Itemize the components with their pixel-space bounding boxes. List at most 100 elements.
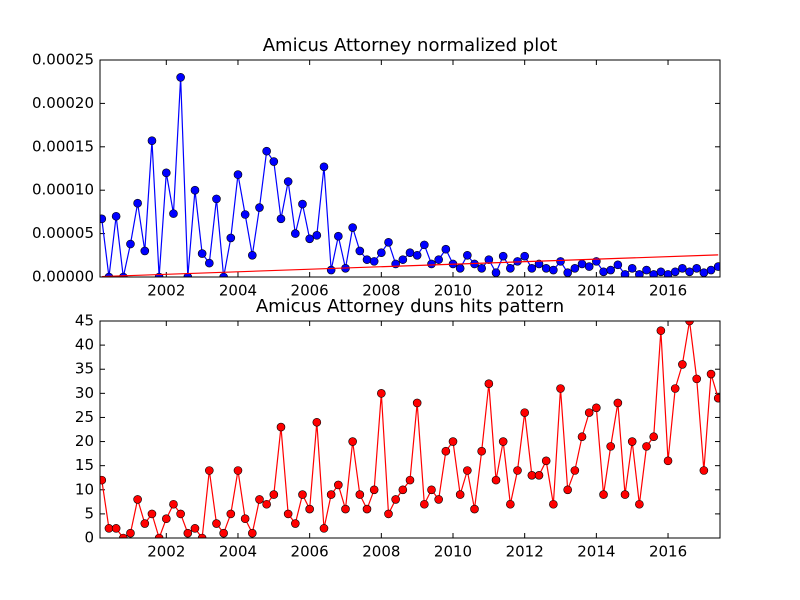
point — [326, 490, 336, 499]
point — [162, 514, 171, 524]
y-tick-label: 35 — [75, 360, 94, 378]
point — [470, 504, 479, 514]
point — [334, 480, 343, 490]
point — [384, 237, 393, 247]
point — [713, 262, 720, 271]
point — [491, 475, 501, 485]
point — [441, 446, 451, 456]
point — [699, 268, 709, 277]
point — [685, 321, 694, 326]
point — [355, 490, 365, 499]
point — [212, 519, 221, 528]
point — [369, 257, 379, 266]
point — [341, 504, 350, 514]
point — [190, 524, 200, 533]
point — [563, 485, 572, 495]
point — [334, 231, 343, 241]
point — [319, 524, 329, 533]
point — [212, 194, 221, 204]
point — [613, 260, 623, 270]
point — [326, 265, 336, 275]
y-tick-label: 0.00020 — [32, 94, 94, 112]
point — [140, 519, 150, 528]
point — [233, 170, 243, 179]
point — [498, 437, 508, 446]
y-tick-label: 20 — [75, 432, 94, 450]
point — [685, 267, 694, 277]
x-tick-label: 2008 — [362, 282, 400, 300]
point — [606, 265, 615, 275]
point — [663, 456, 673, 466]
x-tick-label: 2016 — [649, 282, 687, 300]
point — [126, 239, 135, 249]
x-tick-label: 2010 — [434, 282, 472, 300]
point — [713, 393, 720, 403]
point — [484, 379, 494, 388]
point — [642, 442, 651, 451]
point — [627, 264, 637, 273]
point — [240, 514, 250, 524]
axes-frame — [99, 320, 721, 539]
point — [226, 509, 236, 519]
point — [706, 369, 716, 379]
point — [147, 509, 157, 519]
point — [699, 466, 709, 475]
point — [520, 251, 529, 261]
point — [162, 168, 171, 178]
x-tick-label: 2010 — [434, 543, 472, 561]
point — [269, 490, 279, 499]
point — [169, 499, 178, 509]
point — [577, 432, 587, 442]
point — [692, 374, 702, 384]
point — [262, 499, 271, 509]
x-tick-label: 2008 — [362, 543, 400, 561]
point — [635, 499, 644, 509]
point — [405, 475, 415, 485]
point — [570, 264, 580, 273]
point — [534, 471, 544, 480]
point — [176, 73, 185, 82]
point — [205, 258, 214, 268]
chart-title: Amicus Attorney duns hits pattern — [256, 296, 564, 317]
point — [255, 203, 264, 212]
x-tick-label: 2004 — [219, 543, 257, 561]
point — [197, 533, 207, 538]
point — [154, 533, 164, 538]
point — [541, 456, 551, 466]
point — [262, 146, 271, 156]
point — [118, 533, 128, 538]
point — [463, 251, 472, 260]
point — [635, 270, 644, 277]
point — [434, 495, 443, 504]
point — [312, 417, 322, 427]
point — [584, 262, 594, 271]
point — [405, 248, 415, 257]
point — [448, 437, 458, 446]
point — [169, 209, 178, 218]
point — [506, 499, 515, 509]
point — [556, 384, 565, 393]
y-tick-label: 0.00000 — [32, 268, 94, 286]
point — [534, 259, 544, 269]
point — [147, 136, 157, 146]
y-tick-label: 0.00025 — [32, 51, 94, 69]
point — [377, 389, 386, 398]
y-tick-label: 30 — [75, 384, 94, 402]
point — [484, 255, 494, 264]
point — [298, 199, 307, 209]
point — [420, 499, 429, 509]
point — [348, 223, 357, 232]
point — [111, 211, 121, 221]
point — [140, 246, 150, 256]
point — [491, 268, 501, 277]
point — [463, 466, 472, 475]
point — [283, 509, 293, 519]
x-tick-label: 2006 — [291, 543, 329, 561]
axes-frame — [99, 59, 721, 278]
point — [305, 234, 314, 244]
point — [549, 499, 558, 509]
plot-area — [100, 73, 720, 277]
point — [362, 255, 372, 264]
point — [556, 257, 565, 266]
